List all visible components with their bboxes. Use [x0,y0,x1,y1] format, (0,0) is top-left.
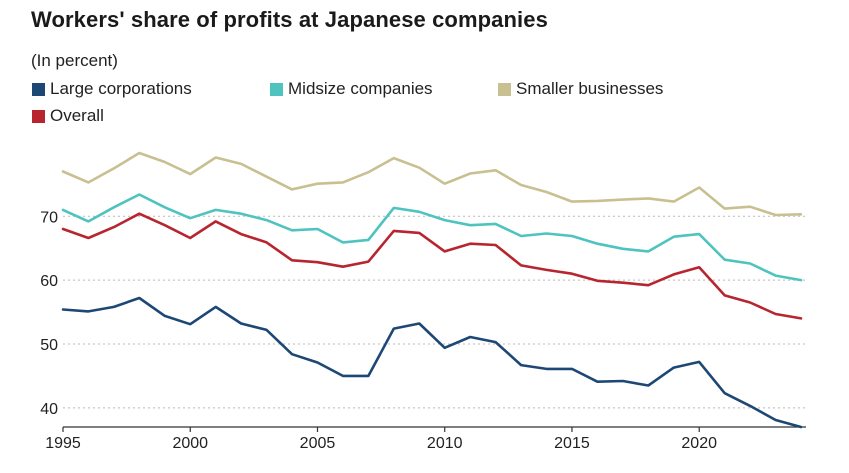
series-line-smaller-businesses [61,151,803,217]
series-line-overall [61,212,803,320]
x-tick-label: 2015 [554,435,590,452]
series-line-large-corporations [61,296,803,429]
chart-title: Workers' share of profits at Japanese co… [31,7,548,32]
legend-swatch-smaller-businesses [498,82,511,96]
y-tick-label: 50 [40,337,58,354]
x-tick-label: 2010 [427,435,463,452]
legend-label: Smaller businesses [516,79,664,98]
x-tick-label: 1995 [45,435,81,452]
legend-swatch-large-corporations [32,82,45,96]
legend-label: Midsize companies [288,79,433,98]
legend-swatch-midsize-companies [270,82,283,96]
y-tick-label: 40 [40,401,58,418]
x-tick-label: 2020 [681,435,717,452]
x-tick-label: 2005 [300,435,336,452]
y-tick-label: 70 [40,209,58,226]
legend-item-midsize-companies: Midsize companies [270,79,433,99]
x-tick-label: 2000 [172,435,208,452]
series-line-midsize-companies [61,193,803,282]
legend-item-smaller-businesses: Smaller businesses [498,79,663,99]
legend-label: Overall [50,106,104,125]
chart-subtitle: (In percent) [31,51,118,70]
y-tick-label: 60 [40,273,58,290]
legend-item-large-corporations: Large corporations [32,79,192,99]
legend-swatch-overall [32,109,45,123]
legend-label: Large corporations [50,79,192,98]
legend-item-overall: Overall [32,106,104,126]
